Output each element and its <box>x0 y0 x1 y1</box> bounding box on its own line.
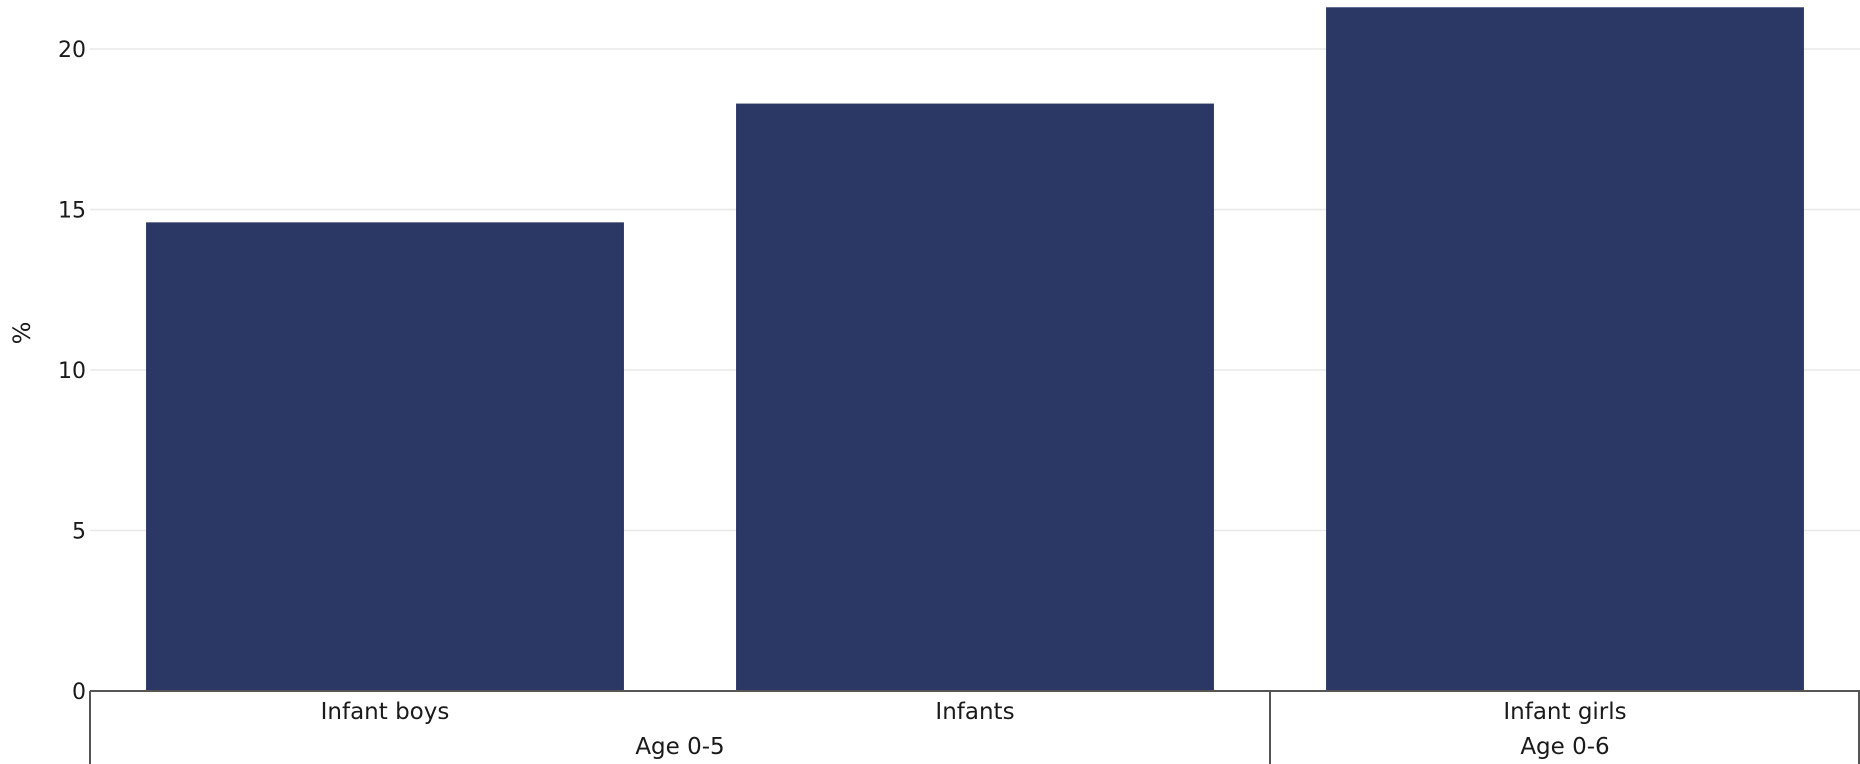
bars <box>146 7 1804 691</box>
x-category-labels: Infant boys Infants Infant girls <box>321 699 1627 725</box>
x-tick-label-infant-girls: Infant girls <box>1503 699 1626 725</box>
x-group-label-2: Age 0-6 <box>1520 734 1609 760</box>
x-tick-label-infant-boys: Infant boys <box>321 699 450 725</box>
y-tick-label-15: 15 <box>58 199 86 224</box>
y-tick-label-5: 5 <box>72 520 86 545</box>
x-group-labels: Age 0-5 Age 0-6 <box>635 734 1609 760</box>
y-tick-label-0: 0 <box>72 680 86 705</box>
bar-infants <box>736 103 1214 691</box>
bar-infant-girls <box>1326 7 1804 691</box>
axes <box>89 690 1860 764</box>
x-group-label-1: Age 0-5 <box>635 734 724 760</box>
y-tick-label-10: 10 <box>58 359 86 384</box>
y-tick-label-20: 20 <box>58 38 86 63</box>
x-tick-label-infants: Infants <box>935 699 1014 725</box>
y-tick-labels: 0 5 10 15 20 <box>58 38 86 705</box>
y-axis-label: % <box>8 322 36 345</box>
bar-infant-boys <box>146 222 624 691</box>
